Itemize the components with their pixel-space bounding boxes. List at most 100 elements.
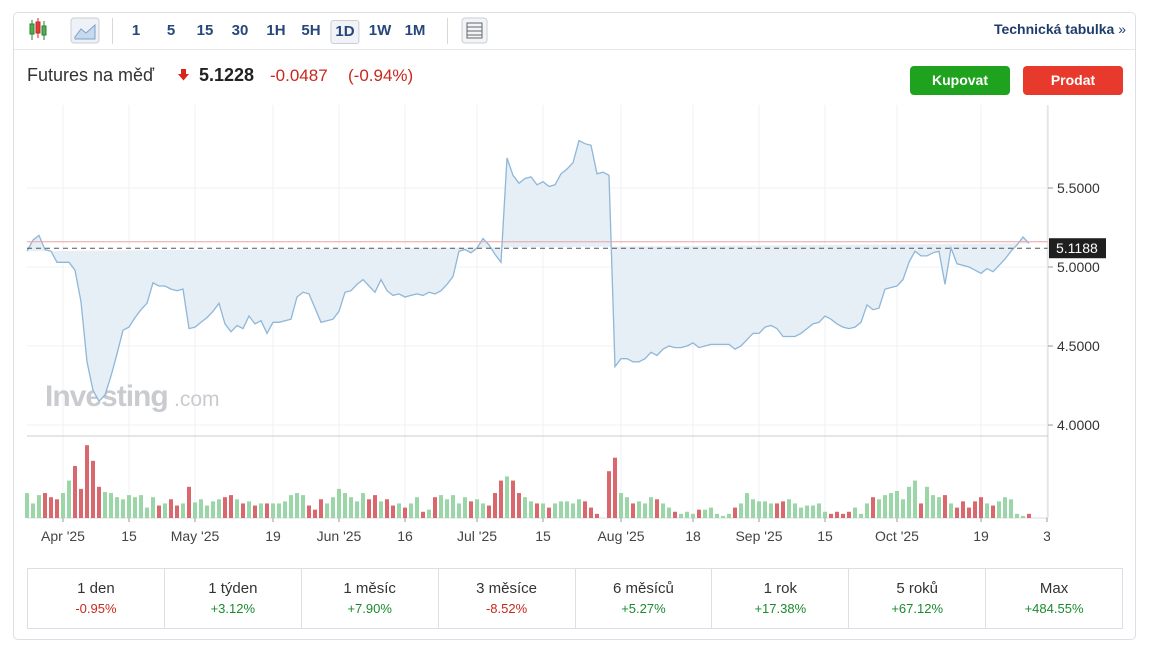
- volume-bar: [433, 497, 437, 518]
- link-text[interactable]: Technická tabulka: [993, 21, 1115, 37]
- last-price-label: 5.1188: [1056, 240, 1098, 256]
- volume-bar: [217, 499, 221, 518]
- volume-bar: [565, 501, 569, 518]
- volume-bar: [487, 505, 491, 518]
- table-icon[interactable]: [461, 17, 488, 44]
- volume-bar: [697, 509, 701, 518]
- volume-bar: [511, 480, 515, 518]
- volume-bar: [175, 505, 179, 518]
- link-arrow[interactable]: »: [1118, 21, 1126, 37]
- volume-bar: [733, 507, 737, 518]
- volume-bar: [703, 509, 707, 518]
- volume-bar: [571, 503, 575, 518]
- x-tick-label: Sep '25: [735, 528, 782, 544]
- volume-bar: [637, 501, 641, 518]
- volume-bar: [859, 513, 863, 518]
- sell-button[interactable]: Prodat: [1023, 66, 1123, 95]
- volume-bar: [607, 471, 611, 518]
- x-labels: Apr '25 15 May '25 19 Jun '25 16 Jul '25 15 Aug …: [41, 518, 1050, 544]
- area-icon[interactable]: [70, 17, 100, 44]
- volume-bar: [751, 499, 755, 518]
- x-tick-label: 16: [397, 528, 413, 544]
- volume-bar: [631, 503, 635, 518]
- volume-bar: [541, 503, 545, 518]
- interval[interactable]: 1H: [266, 22, 286, 39]
- x-tick-label: Oct '25: [875, 528, 919, 544]
- volume-bar: [145, 507, 149, 518]
- x-tick-label: May '25: [171, 528, 220, 544]
- volume-bar: [157, 505, 161, 518]
- volume-bar: [265, 503, 269, 518]
- volume-bar: [649, 497, 653, 518]
- volume-bar: [367, 499, 371, 518]
- y-tick-label: 5.0000: [1057, 259, 1100, 275]
- volume-bar: [361, 493, 365, 518]
- down-arrow: [178, 69, 189, 81]
- card: [13, 12, 1136, 640]
- buy-button[interactable]: Kupovat: [910, 66, 1010, 95]
- toolbar-divider: [14, 49, 1135, 50]
- volume-bar: [967, 507, 971, 518]
- volume-bar: [781, 501, 785, 518]
- volume-bar: [415, 497, 419, 518]
- volume-bar: [43, 493, 47, 518]
- volume-bar: [889, 493, 893, 518]
- performance-cell: 3 měsíce -8.52%: [439, 569, 576, 628]
- volume-bar: [475, 499, 479, 518]
- volume-bar: [559, 501, 563, 518]
- volume-bar: [319, 499, 323, 518]
- performance-cell: 6 měsíců +5.27%: [576, 569, 713, 628]
- interval[interactable]: 15: [196, 22, 214, 39]
- volume-bar: [871, 497, 875, 518]
- volume-bar: [481, 503, 485, 518]
- x-tick-label: Jun '25: [317, 528, 362, 544]
- volume-bar: [679, 513, 683, 518]
- volume-bar: [673, 511, 677, 518]
- technical-link[interactable]: Technická tabulka »: [994, 21, 1126, 37]
- interval[interactable]: 30: [231, 22, 249, 39]
- volume-bar: [241, 503, 245, 518]
- x-tick-label: 15: [535, 528, 551, 544]
- y-tick-label: 4.5000: [1057, 338, 1100, 354]
- volume-bar: [961, 501, 965, 518]
- volume-bar: [1021, 515, 1025, 518]
- plot: Investing .com5.11884.00004.50005.00005.5…: [25, 105, 1106, 544]
- candle-icon[interactable]: [29, 18, 47, 40]
- volume-bar: [139, 495, 143, 518]
- performance-cell: 1 den -0.95%: [28, 569, 165, 628]
- x-tick-label: 19: [265, 528, 281, 544]
- volume-bar: [973, 501, 977, 518]
- interval[interactable]: 1W: [368, 22, 392, 39]
- volume-bar: [577, 499, 581, 518]
- volume-bar: [91, 460, 95, 518]
- watermark: .com: [174, 388, 220, 411]
- volume-bar: [247, 501, 251, 518]
- x-tick-label: Apr '25: [41, 528, 85, 544]
- volume-bar: [61, 493, 65, 518]
- volume-bar: [235, 499, 239, 518]
- y-tick-label: 4.0000: [1057, 417, 1100, 433]
- interval[interactable]: 1M: [404, 22, 426, 39]
- volume-bar: [181, 503, 185, 518]
- interval[interactable]: 1D: [330, 20, 360, 44]
- period-label: Max: [1039, 580, 1069, 597]
- interval[interactable]: 5H: [301, 22, 321, 39]
- volume-bar: [349, 497, 353, 518]
- volume-bar: [121, 499, 125, 518]
- interval[interactable]: 5: [166, 22, 176, 39]
- period-label: 1 týden: [208, 580, 258, 597]
- volume-bar: [1003, 497, 1007, 518]
- volume-bar: [151, 497, 155, 518]
- volume-bar: [937, 497, 941, 518]
- volume-bar: [355, 501, 359, 518]
- volume-bar: [943, 495, 947, 518]
- period-change: +17.38%: [754, 601, 807, 616]
- volume-bar: [757, 501, 761, 518]
- period-change: +7.90%: [347, 601, 392, 616]
- volume-bar: [787, 499, 791, 518]
- interval[interactable]: 1: [131, 22, 141, 39]
- volume-bar: [211, 501, 215, 518]
- volume-bar: [985, 503, 989, 518]
- volume-bar: [169, 499, 173, 518]
